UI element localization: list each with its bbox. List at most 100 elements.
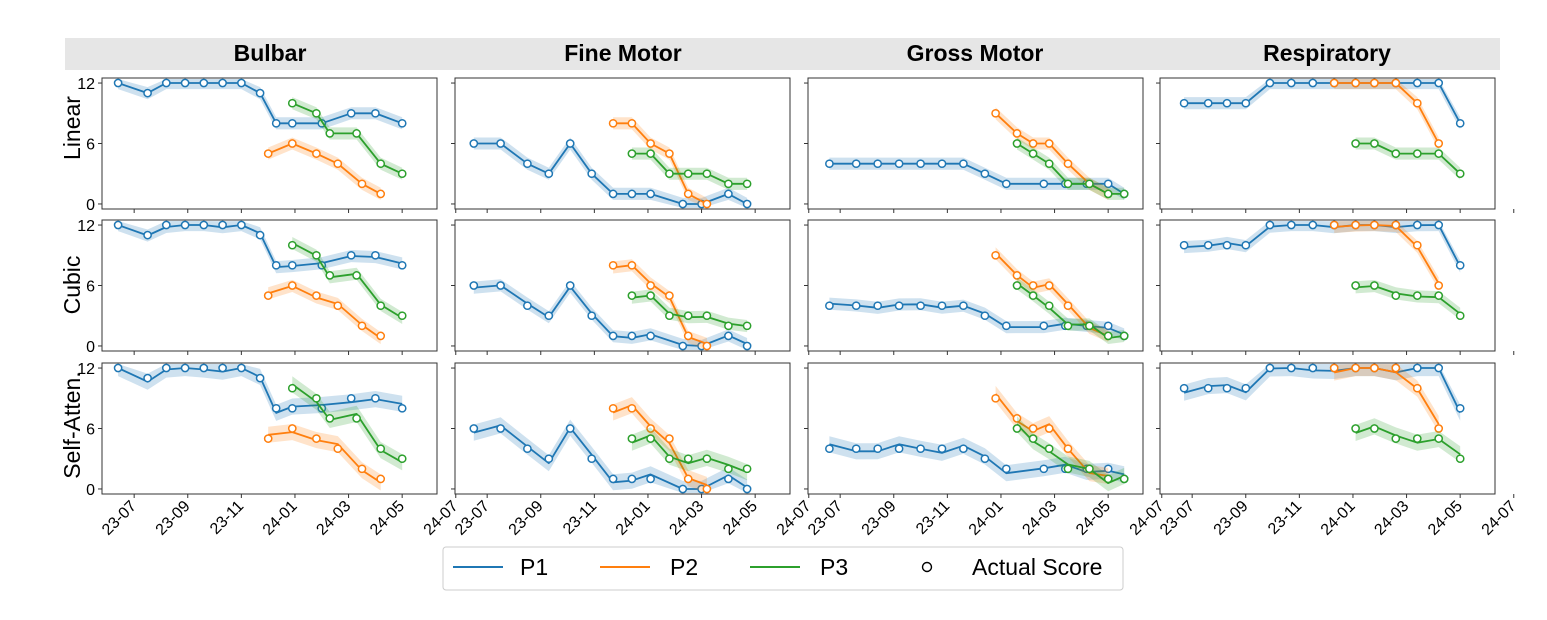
point-p1 <box>916 301 925 311</box>
panel-frame <box>101 77 438 210</box>
point-p2 <box>1044 139 1054 148</box>
point-p2 <box>1412 98 1422 108</box>
panel-fine-motor-self-atten: 23-07 23-09 23-11 24-01 24-03 24-05 24-07 <box>451 362 815 539</box>
point-p1 <box>608 189 618 199</box>
point-p3 <box>724 321 733 331</box>
point-p1 <box>1039 464 1049 474</box>
point-p2 <box>702 484 712 494</box>
point-p1 <box>678 199 688 209</box>
point-p3 <box>742 464 752 474</box>
y-tick-label: 0 <box>86 482 95 499</box>
x-tick-label: 23-11 <box>560 498 600 538</box>
point-p1 <box>959 301 968 311</box>
point-p3 <box>627 149 637 158</box>
x-tick-label: 24-05 <box>367 498 408 539</box>
point-p1 <box>143 373 152 383</box>
point-p1 <box>587 169 597 179</box>
panel-frame <box>454 77 791 210</box>
point-p1 <box>894 159 904 169</box>
point-p3 <box>1434 291 1444 300</box>
point-p2 <box>1063 301 1073 311</box>
point-p1 <box>1179 98 1189 108</box>
point-p3 <box>1370 424 1379 433</box>
point-p2 <box>287 139 297 148</box>
band-p3 <box>1355 280 1461 320</box>
point-p1 <box>218 78 227 88</box>
point-p1 <box>397 118 407 128</box>
point-p2 <box>376 474 386 484</box>
x-tick-label: 24-05 <box>1073 498 1114 539</box>
point-p3 <box>1370 139 1379 148</box>
row-label-self-attention: Self-Atten. <box>59 371 85 478</box>
point-p1 <box>143 230 152 240</box>
point-p1 <box>565 424 575 433</box>
point-p1 <box>469 424 479 433</box>
point-p3 <box>352 414 361 423</box>
y-tick-label: 0 <box>86 339 95 356</box>
point-p1 <box>1455 260 1465 270</box>
point-p3 <box>665 454 674 464</box>
point-p1 <box>1412 78 1422 88</box>
point-p3 <box>1391 149 1401 158</box>
point-p1 <box>237 220 246 230</box>
point-p1 <box>237 363 246 373</box>
point-p2 <box>1063 159 1073 169</box>
point-p1 <box>980 169 990 179</box>
column-title-bulbar: Bulbar <box>234 40 307 66</box>
point-p1 <box>397 260 407 270</box>
x-tick-label: 24-01 <box>966 498 1007 539</box>
point-p1 <box>161 78 171 88</box>
point-p1 <box>851 444 861 454</box>
point-p1 <box>587 311 597 321</box>
point-p1 <box>287 118 297 128</box>
x-tick-label: 23-09 <box>153 498 194 539</box>
x-tick-label: 24-07 <box>421 498 462 539</box>
point-p2 <box>333 301 343 311</box>
panel-bulbar-linear: 0 6 12 <box>77 76 457 214</box>
point-p3 <box>1012 139 1022 148</box>
point-p3 <box>312 250 321 260</box>
point-p3 <box>702 169 712 179</box>
point-p1 <box>678 484 688 494</box>
point-p1 <box>1265 363 1275 373</box>
point-p3 <box>312 108 321 118</box>
point-p1 <box>113 363 123 373</box>
column-title-gross-motor: Gross Motor <box>907 40 1044 66</box>
point-p1 <box>894 444 904 454</box>
point-p2 <box>1412 383 1422 393</box>
point-p1 <box>1434 78 1444 88</box>
point-p1 <box>255 88 265 98</box>
y-tick-label: 12 <box>77 361 95 378</box>
y-tick-label: 6 <box>86 422 95 439</box>
point-p2 <box>357 464 367 474</box>
point-p1 <box>271 260 281 270</box>
point-p1 <box>199 78 209 88</box>
point-p2 <box>1351 363 1360 373</box>
point-p3 <box>1103 331 1113 341</box>
point-p1 <box>894 301 904 311</box>
point-p2 <box>702 341 712 351</box>
x-tick-label: 23-07 <box>99 498 140 539</box>
y-tick-label: 6 <box>86 137 95 154</box>
point-p3 <box>1370 281 1379 290</box>
point-p2 <box>312 434 321 443</box>
band-p1 <box>829 157 1125 200</box>
point-p1 <box>218 220 227 230</box>
point-p1 <box>180 220 190 230</box>
point-p2 <box>665 434 674 443</box>
point-p1 <box>724 474 733 484</box>
point-p1 <box>237 78 246 88</box>
point-p3 <box>1103 189 1113 199</box>
point-p1 <box>742 199 752 209</box>
band-p2 <box>1334 364 1439 433</box>
point-p2 <box>376 189 386 199</box>
point-p1 <box>916 159 925 169</box>
point-p1 <box>1286 363 1296 373</box>
point-p1 <box>113 220 123 230</box>
point-p1 <box>646 331 655 341</box>
y-tick-label: 12 <box>77 76 95 93</box>
point-p3 <box>646 434 655 443</box>
point-p1 <box>180 363 190 373</box>
point-p1 <box>271 118 281 128</box>
point-p2 <box>1391 220 1401 230</box>
